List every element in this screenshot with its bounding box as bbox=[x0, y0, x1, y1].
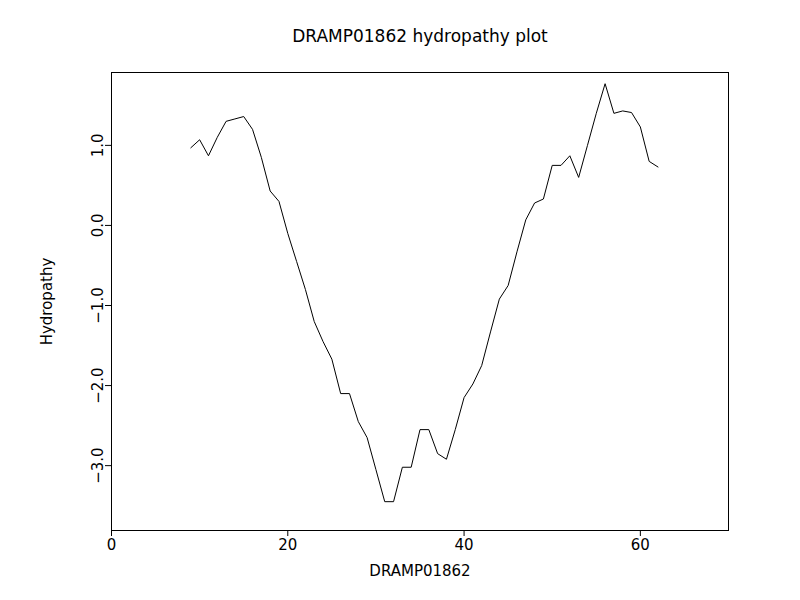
svg-text:20: 20 bbox=[278, 536, 297, 554]
svg-text:−3.0: −3.0 bbox=[89, 447, 107, 483]
svg-text:40: 40 bbox=[455, 536, 474, 554]
svg-text:Hydropathy: Hydropathy bbox=[38, 258, 56, 346]
svg-text:60: 60 bbox=[631, 536, 650, 554]
svg-text:−1.0: −1.0 bbox=[89, 287, 107, 323]
html-text:DRAMP01862 hydropathy plot: DRAMP01862 hydropathy plot bbox=[292, 26, 548, 46]
svg-text:DRAMP01862: DRAMP01862 bbox=[369, 562, 470, 580]
svg-text:0.0: 0.0 bbox=[89, 214, 107, 238]
svg-text:0: 0 bbox=[107, 536, 117, 554]
svg-text:−2.0: −2.0 bbox=[89, 367, 107, 403]
svg-text:1.0: 1.0 bbox=[89, 133, 107, 157]
